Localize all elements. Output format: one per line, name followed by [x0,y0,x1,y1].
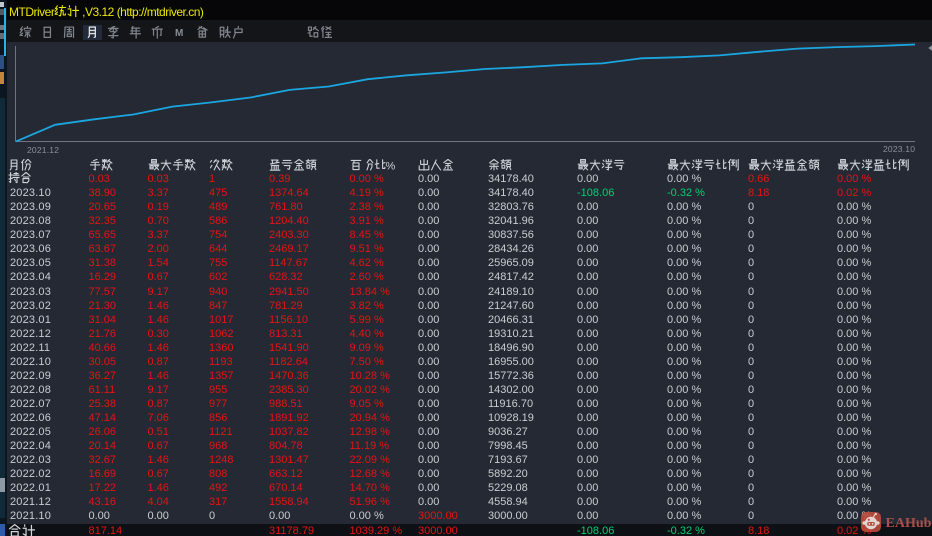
svg-text:EAHub: EAHub [886,516,932,531]
